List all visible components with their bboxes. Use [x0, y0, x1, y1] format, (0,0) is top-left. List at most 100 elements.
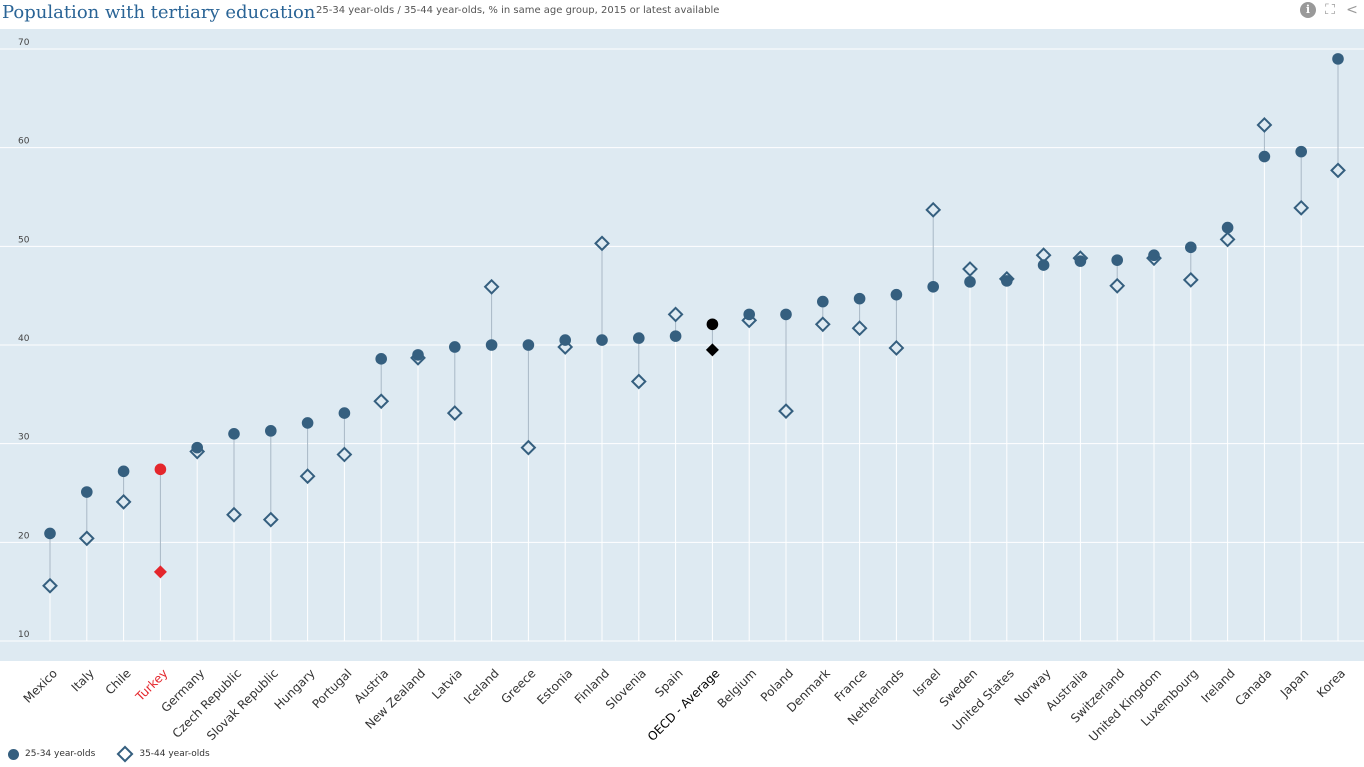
diamond-point [1293, 199, 1310, 216]
circle-point [1001, 275, 1013, 287]
circle-point [1037, 259, 1050, 271]
x-tick-label: Portugal [309, 666, 354, 711]
y-tick-label: 70 [18, 38, 30, 48]
x-tick-label: Estonia [534, 666, 575, 707]
diamond-point [778, 403, 794, 420]
chart-subtitle: 25-34 year-olds / 35-44 year-olds, % in … [316, 5, 720, 16]
diamond-point [667, 306, 684, 323]
diamond-point [888, 340, 905, 356]
circle-point [1111, 254, 1123, 266]
x-tick-label: Iceland [461, 666, 502, 707]
circle-point [1185, 241, 1197, 254]
circle-point [412, 349, 424, 361]
diamond-point [1330, 162, 1346, 179]
diamond-point [42, 577, 58, 594]
circle-point [1074, 255, 1087, 267]
diamond-marker-icon [116, 745, 134, 763]
circle-point [1258, 150, 1271, 163]
share-icon[interactable]: < [1346, 2, 1358, 18]
x-tick-label: Chile [103, 666, 134, 697]
fullscreen-icon[interactable]: ⛶ [1325, 2, 1335, 18]
circle-point [964, 276, 976, 288]
x-tick-label: Japan [1277, 666, 1311, 700]
legend: 25-34 year-olds 35-44 year-olds [8, 745, 210, 763]
circle-marker-icon [8, 748, 19, 760]
x-tick-label: Hungary [272, 666, 318, 712]
x-tick-label: Israel [910, 666, 943, 699]
diamond-point [814, 316, 831, 333]
circle-point [633, 332, 645, 344]
diamond-point [925, 201, 942, 218]
legend-item-35-44[interactable]: 35-44 year-olds [116, 745, 210, 763]
circle-point [522, 339, 535, 351]
x-tick-label: Latvia [429, 666, 465, 702]
circle-point [706, 318, 719, 331]
chart-title: Population with tertiary education [2, 2, 316, 23]
x-tick-label: Spain [652, 666, 686, 700]
circle-point [853, 292, 866, 305]
y-tick-label: 40 [18, 334, 30, 344]
toolbar: i ⛶ < [1300, 2, 1360, 18]
diamond-point [262, 511, 279, 528]
legend-label: 25-34 year-olds [25, 749, 96, 759]
diamond-point [336, 446, 353, 463]
legend-label: 35-44 year-olds [139, 749, 210, 759]
circle-point [669, 330, 682, 342]
diamond-point [962, 261, 978, 277]
circle-point [375, 353, 388, 365]
diamond-point [1219, 231, 1236, 248]
diamond-point [153, 565, 167, 579]
circle-point [117, 465, 130, 478]
circle-point [1295, 145, 1307, 158]
y-tick-label: 10 [18, 630, 30, 640]
y-tick-label: 20 [18, 531, 30, 541]
circle-point [449, 341, 461, 353]
circle-point [559, 334, 571, 346]
x-tick-label: Korea [1314, 666, 1348, 700]
x-tick-label: Mexico [21, 666, 61, 706]
info-icon[interactable]: i [1300, 2, 1316, 18]
circle-point [1332, 53, 1344, 65]
circle-point [338, 407, 351, 419]
circle-point [81, 486, 93, 498]
x-tick-label: Belgium [715, 666, 760, 711]
x-tick-label: Ireland [1198, 666, 1237, 705]
diamond-point [78, 530, 95, 547]
x-tick-label: Italy [69, 666, 97, 694]
circle-point [485, 339, 498, 351]
diamond-point [299, 468, 316, 485]
circle-point [596, 334, 608, 346]
y-tick-label: 60 [18, 137, 30, 147]
circle-point [228, 428, 240, 440]
circle-point [154, 463, 167, 476]
diamond-point [446, 405, 463, 421]
diamond-point [1182, 271, 1199, 288]
y-tick-label: 50 [18, 235, 30, 245]
diamond-point [373, 393, 390, 410]
diamond-point [520, 439, 537, 456]
legend-item-25-34[interactable]: 25-34 year-olds [8, 748, 96, 760]
circle-point [191, 441, 203, 454]
diamond-point [483, 278, 500, 295]
diamond-point [594, 235, 610, 252]
circle-point [301, 417, 314, 429]
circle-point [817, 295, 829, 308]
x-tick-label: Canada [1232, 666, 1274, 708]
circle-point [890, 288, 903, 301]
circle-point [265, 425, 277, 437]
circle-point [1221, 221, 1234, 234]
circle-point [743, 308, 755, 321]
diamond-point [226, 506, 242, 523]
circle-point [1148, 249, 1160, 262]
diamond-point [630, 373, 647, 390]
diamond-point [705, 343, 719, 357]
x-tick-label: Slovenia [603, 666, 649, 712]
y-tick-label: 30 [18, 433, 30, 443]
diamond-point [115, 493, 132, 510]
diamond-point [1109, 277, 1126, 294]
circle-point [780, 308, 792, 321]
circle-point [44, 527, 56, 540]
diamond-point [851, 320, 868, 337]
circle-point [927, 280, 939, 293]
